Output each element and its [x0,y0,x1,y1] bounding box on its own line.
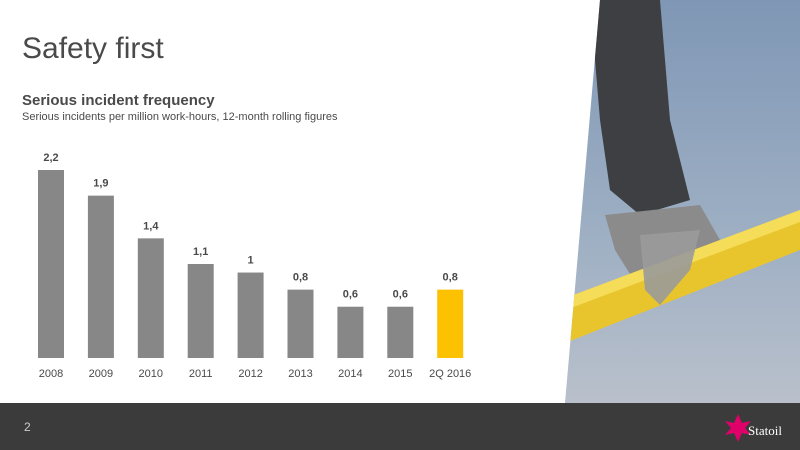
x-tick-label: 2011 [189,368,213,380]
x-tick-label: 2008 [39,368,63,380]
footer [0,403,800,450]
bar [237,272,264,358]
value-label: 0,6 [393,289,408,301]
value-label: 1,4 [143,220,159,232]
logo-mark [725,414,751,442]
value-label: 1,9 [93,178,108,190]
x-tick-label: 2010 [139,368,163,380]
logo: Statoil [748,423,782,438]
x-tick-label: 2012 [238,368,262,380]
bar [38,170,64,358]
x-tick-label: 2015 [388,368,412,380]
bar [287,289,314,358]
value-label: 1 [248,254,254,266]
x-tick-label: 2013 [288,368,312,380]
chart-subtitle: Serious incidents per million work-hours… [22,111,338,123]
chart-title: Serious incident frequency [22,92,215,109]
x-tick-label: 2Q 2016 [429,368,471,380]
value-label: 0,8 [293,272,308,284]
x-tick-label: 2009 [89,368,113,380]
x-tick-label: 2014 [338,368,362,380]
slide-title: Safety first [22,32,164,65]
value-label: 1,1 [193,246,208,258]
value-label: 0,8 [443,272,458,284]
bar [187,264,214,358]
page-number: 2 [24,420,31,434]
value-label: 2,2 [43,152,58,164]
bar [137,238,164,358]
bar [337,306,364,358]
bar [87,195,114,358]
bar [387,306,414,358]
photo [565,0,800,403]
bar [437,289,464,358]
value-label: 0,6 [343,289,358,301]
